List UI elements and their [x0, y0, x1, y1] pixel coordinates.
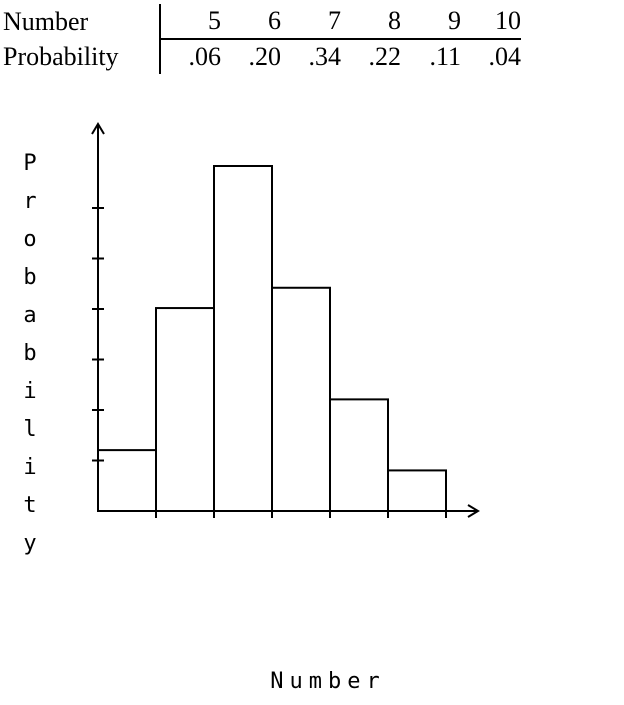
- number-cell-9: 9: [401, 4, 461, 40]
- y-label-char: y: [23, 531, 36, 556]
- bar-5: [97, 449, 157, 512]
- number-cell-8: 8: [341, 4, 401, 40]
- probability-table: Number 5 6 7 8 9 10 Probability .06 .20 …: [0, 4, 521, 74]
- bar-9: [329, 398, 389, 512]
- y-axis-label: Probability: [23, 151, 36, 556]
- number-row-label: Number: [0, 4, 161, 39]
- y-label-char: i: [23, 379, 36, 404]
- probability-cell-9: .11: [429, 42, 461, 71]
- bars: [97, 165, 447, 513]
- y-label-char: t: [23, 493, 36, 518]
- number-cell-7: 7: [281, 4, 341, 40]
- probability-row-label: Probability: [0, 39, 161, 74]
- x-axis-arrow: [467, 504, 480, 518]
- probability-cell-10: .04: [488, 42, 522, 71]
- y-label-char: o: [23, 227, 36, 252]
- y-label-char: b: [23, 265, 36, 290]
- bar-8: [271, 286, 331, 512]
- probability-cell-6: .20: [248, 42, 282, 71]
- bar-10: [387, 469, 447, 513]
- bar-6: [155, 307, 215, 513]
- probability-row: Probability .06 .20 .34 .22 .11 .04: [0, 39, 521, 74]
- y-label-char: b: [23, 341, 36, 366]
- number-row: Number 5 6 7 8 9 10: [0, 4, 521, 40]
- probability-cell-7: .34: [308, 42, 342, 71]
- bar-7: [213, 165, 273, 512]
- y-label-char: a: [23, 303, 36, 328]
- y-label-char: r: [23, 189, 36, 214]
- number-cell-6: 6: [221, 4, 281, 40]
- axes: [91, 122, 480, 518]
- x-axis-label: Number: [270, 669, 385, 694]
- number-cell-10: 10: [461, 4, 521, 40]
- probability-cell-8: .22: [368, 42, 402, 71]
- number-cell-5: 5: [160, 4, 221, 40]
- probability-cell-5: .06: [188, 42, 222, 71]
- y-label-char: i: [23, 455, 36, 480]
- y-label-char: P: [23, 151, 36, 176]
- y-label-char: l: [23, 417, 36, 442]
- y-axis-arrow: [91, 122, 105, 135]
